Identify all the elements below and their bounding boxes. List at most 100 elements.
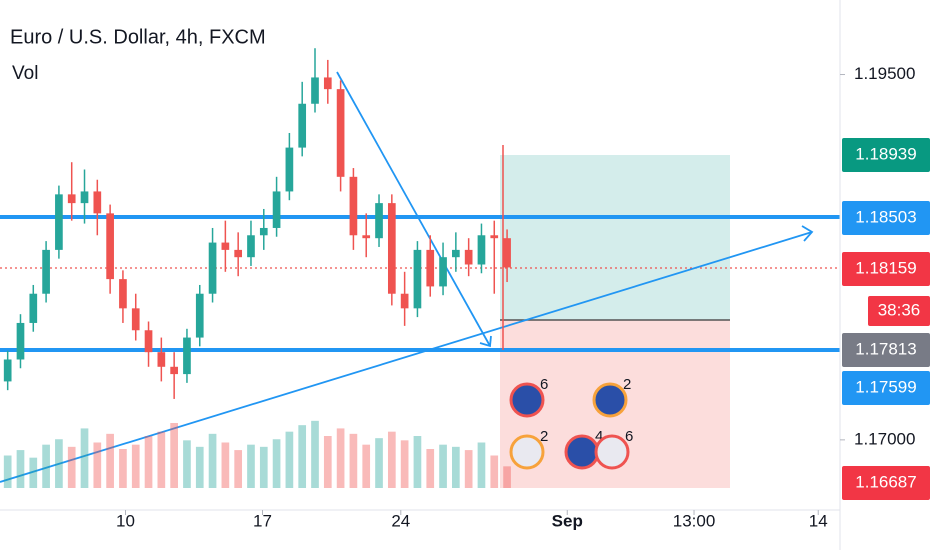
event-icon: [509, 434, 545, 470]
volume-bar: [259, 446, 268, 488]
volume-bar: [29, 457, 38, 488]
candle-body: [42, 249, 50, 294]
projection-line: [336, 71, 491, 347]
event-count: 2: [623, 376, 631, 393]
candle-body: [55, 194, 63, 250]
candle-body: [272, 191, 281, 228]
candle-body: [106, 213, 114, 280]
volume-label: Vol: [12, 63, 38, 84]
candle-body: [298, 103, 307, 148]
price-label: 1.18503: [855, 207, 916, 226]
event-icon: [592, 382, 628, 418]
arrow-head: [801, 225, 814, 242]
volume-bar: [3, 455, 12, 488]
label-box: [842, 371, 930, 405]
candle-body: [349, 176, 358, 236]
volume-bar: [234, 450, 243, 488]
candle-body: [375, 203, 383, 239]
candle-body: [119, 279, 127, 309]
volume-bar: [349, 433, 358, 488]
candle-body: [400, 293, 409, 309]
volume-bar: [477, 442, 486, 488]
candle-body: [16, 322, 25, 360]
arrow-head: [479, 335, 492, 348]
price-label: 1.16687: [855, 472, 916, 491]
candle-body: [183, 337, 191, 375]
x-tick-label: 24: [391, 511, 410, 530]
candle-body: [3, 359, 12, 382]
candles: [3, 48, 511, 399]
volume-bar: [323, 436, 332, 488]
volume-bar: [157, 431, 166, 488]
candle-body: [285, 147, 294, 192]
candle-body: [157, 352, 166, 367]
y-tick-label: 1.17000: [854, 429, 915, 448]
candle-body: [503, 238, 511, 268]
candle-body: [29, 293, 38, 323]
candle-body: [170, 366, 178, 375]
candle-body: [336, 89, 345, 177]
volume-bar: [400, 440, 409, 488]
volume-bar: [42, 444, 50, 488]
candle-body: [311, 77, 319, 104]
label-box: [842, 201, 930, 235]
candle-body: [490, 235, 499, 239]
events: 6 2 2 4 6: [509, 376, 633, 470]
label-box: [842, 252, 930, 286]
volume-bar: [67, 446, 76, 488]
candle-body: [387, 203, 396, 294]
candle-body: [439, 257, 447, 287]
label-box: [842, 466, 930, 500]
volume-bar: [464, 450, 473, 488]
volume-bar: [247, 444, 255, 488]
profit-zone: [500, 155, 730, 320]
volume-bar: [16, 450, 25, 488]
candle-body: [131, 308, 140, 331]
volume-bar: [452, 446, 460, 488]
volume: [3, 420, 511, 488]
candle-body: [221, 242, 230, 250]
volume-bar: [221, 442, 230, 488]
candle-body: [452, 249, 460, 258]
candle-body: [195, 293, 204, 338]
y-tick-label: 1.19500: [854, 64, 915, 83]
candle-body: [144, 330, 153, 353]
price-label: 1.18159: [855, 258, 916, 277]
label-box: [842, 333, 930, 367]
x-tick-label: 14: [809, 511, 828, 530]
candle-body: [67, 194, 76, 204]
candle-body: [93, 191, 102, 214]
x-tick-label: 17: [253, 511, 272, 530]
volume-bar: [387, 431, 396, 488]
candle-body: [234, 249, 243, 258]
volume-bar: [426, 449, 435, 488]
event-count: 2: [540, 428, 548, 445]
volume-bar: [208, 433, 217, 488]
label-box: [842, 138, 930, 172]
volume-bar: [131, 444, 140, 488]
event-icon: [594, 434, 630, 470]
candle-body: [323, 77, 332, 90]
candle-body: [464, 249, 473, 265]
volume-bar: [311, 420, 319, 488]
volume-bar: [55, 439, 63, 488]
candle-body: [247, 235, 255, 258]
volume-bar: [285, 431, 294, 488]
candle-body: [80, 191, 89, 204]
volume-bar: [119, 449, 127, 488]
candle-body: [362, 235, 371, 239]
candle-body: [413, 249, 422, 309]
volume-bar: [503, 466, 511, 488]
candle-body: [426, 249, 435, 287]
volume-bar: [375, 438, 383, 488]
volume-bar: [362, 444, 371, 488]
candle-body: [208, 242, 217, 294]
volume-bar: [272, 439, 281, 488]
volume-bar: [439, 444, 447, 488]
price-label: 1.17813: [855, 339, 916, 358]
trend-line: [0, 231, 813, 483]
volume-bar: [336, 428, 345, 488]
volume-bar: [80, 428, 89, 488]
x-tick-label: 10: [116, 511, 135, 530]
